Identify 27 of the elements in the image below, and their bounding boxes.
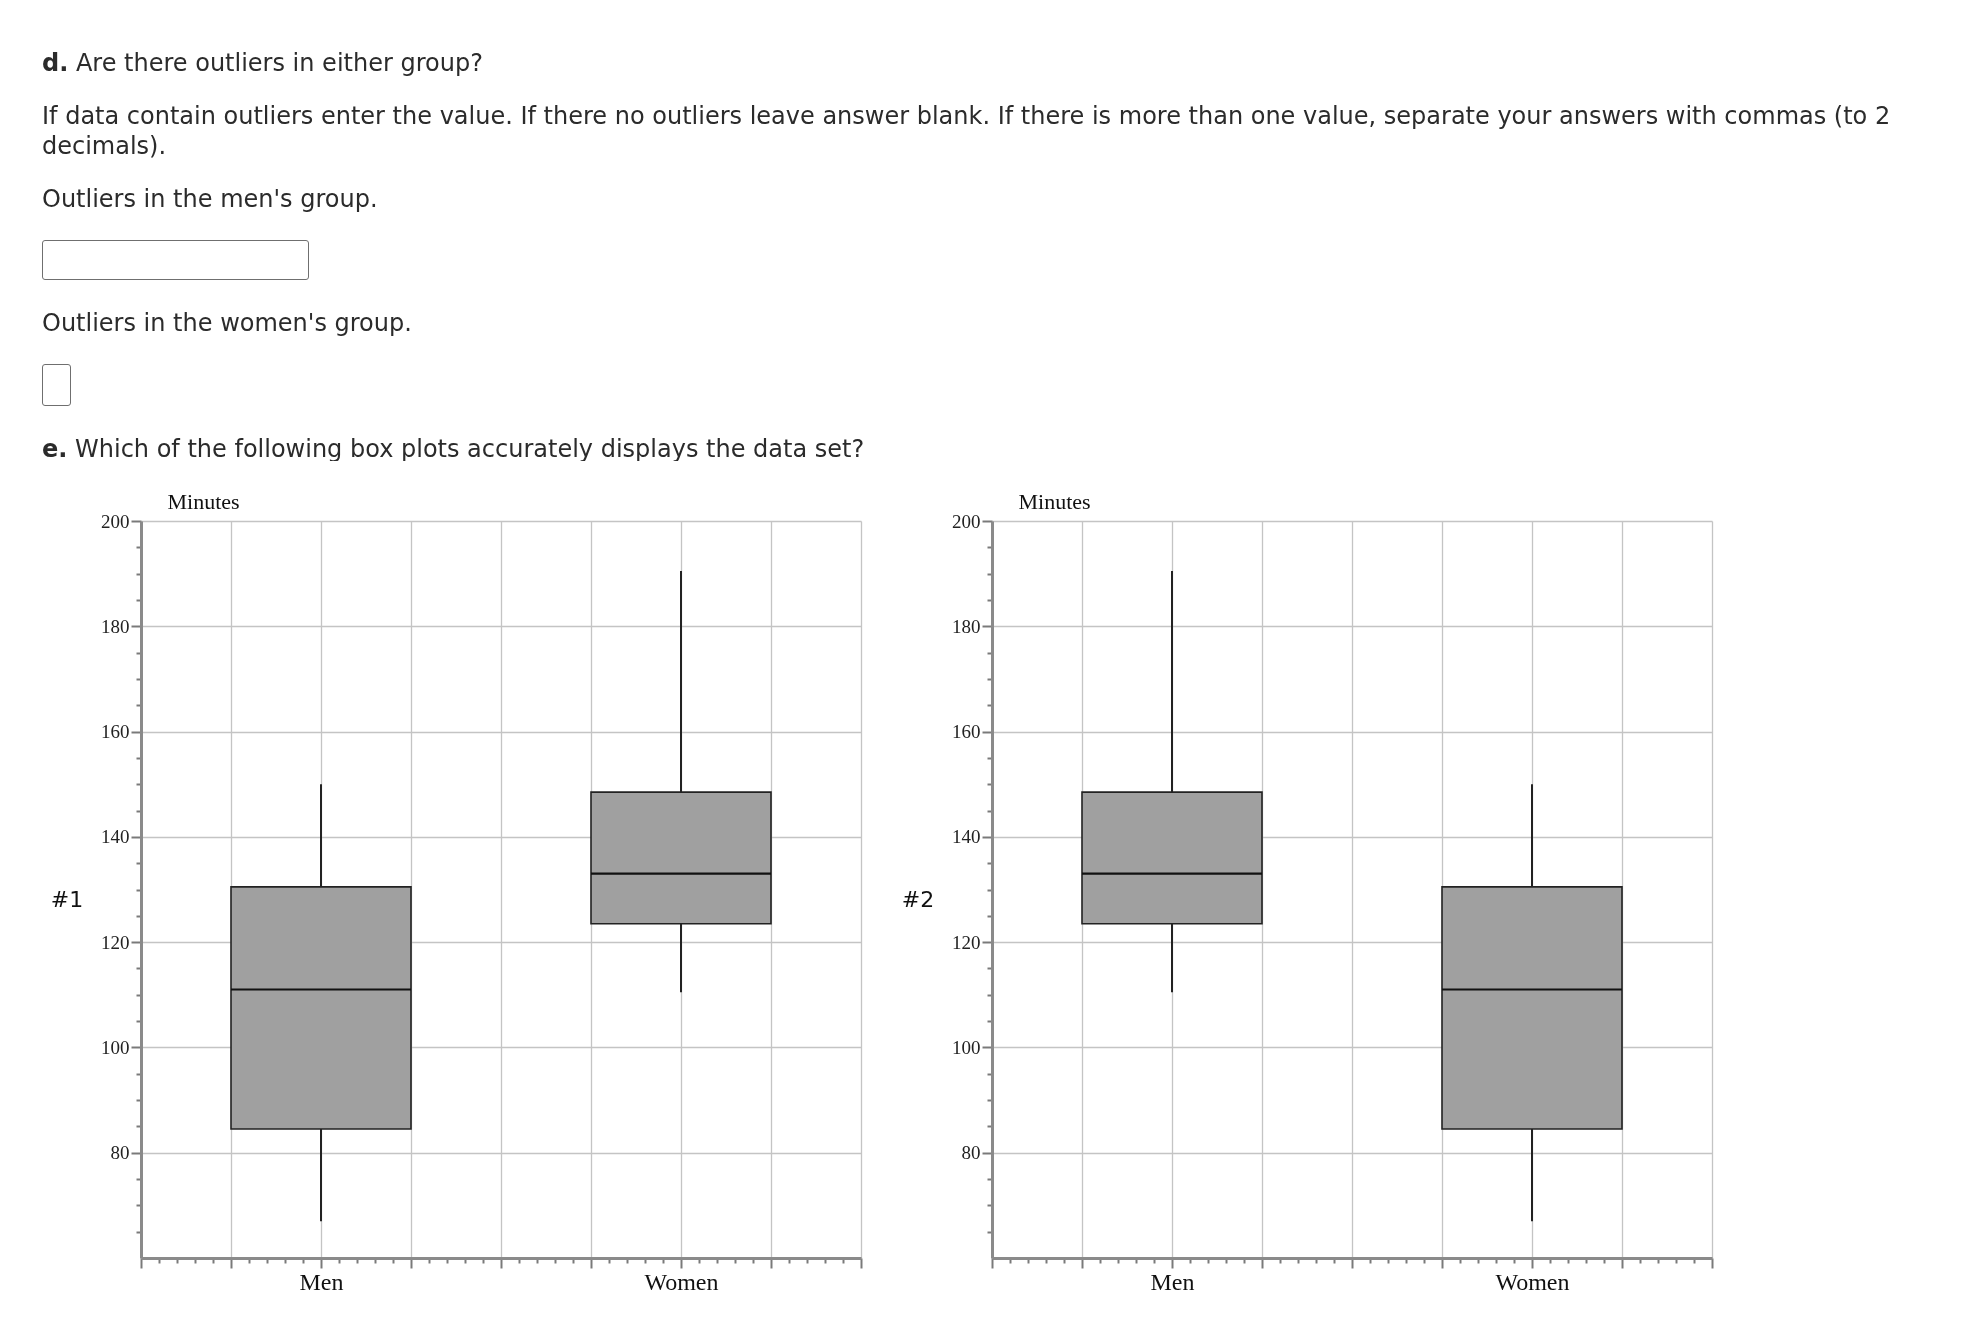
y-tick-label: 80	[961, 1142, 981, 1164]
y-tick-label: 120	[101, 931, 130, 953]
y-tick-label: 100	[101, 1036, 130, 1058]
text: d. Are there outliers in either group?	[42, 48, 484, 78]
text: Outliers in the women's group.	[42, 308, 413, 338]
text: #1	[50, 886, 84, 912]
y-tick-label: 100	[952, 1036, 981, 1058]
y-axis-title: Minutes	[167, 488, 240, 514]
y-tick-label: 120	[952, 931, 981, 953]
y-tick-label: 180	[952, 615, 981, 637]
x-tick-label: Men	[1150, 1268, 1195, 1295]
y-tick-label: 200	[101, 510, 130, 532]
x-tick-label: Women	[644, 1268, 719, 1295]
x-tick-label: Men	[299, 1268, 344, 1295]
y-tick-label: 140	[952, 826, 981, 848]
y-tick-label: 80	[110, 1142, 130, 1164]
y-tick-label: 160	[952, 721, 981, 743]
y-tick-label: 180	[101, 615, 130, 637]
text: #2	[901, 886, 935, 912]
text: Outliers in the men's group.	[42, 184, 379, 214]
y-axis-title: Minutes	[1018, 488, 1091, 514]
y-tick-label: 160	[101, 721, 130, 743]
text: e. Which of the following box plots accurately displays the data set?	[42, 434, 866, 464]
x-tick-label: Women	[1495, 1268, 1570, 1295]
text: If data contain outliers enter the value. If there no outliers leave answer blank. If there is more than one value, separate your answers with commas (to 2 decimals).	[42, 101, 1892, 161]
y-tick-label: 140	[101, 826, 130, 848]
y-tick-label: 200	[952, 510, 981, 532]
